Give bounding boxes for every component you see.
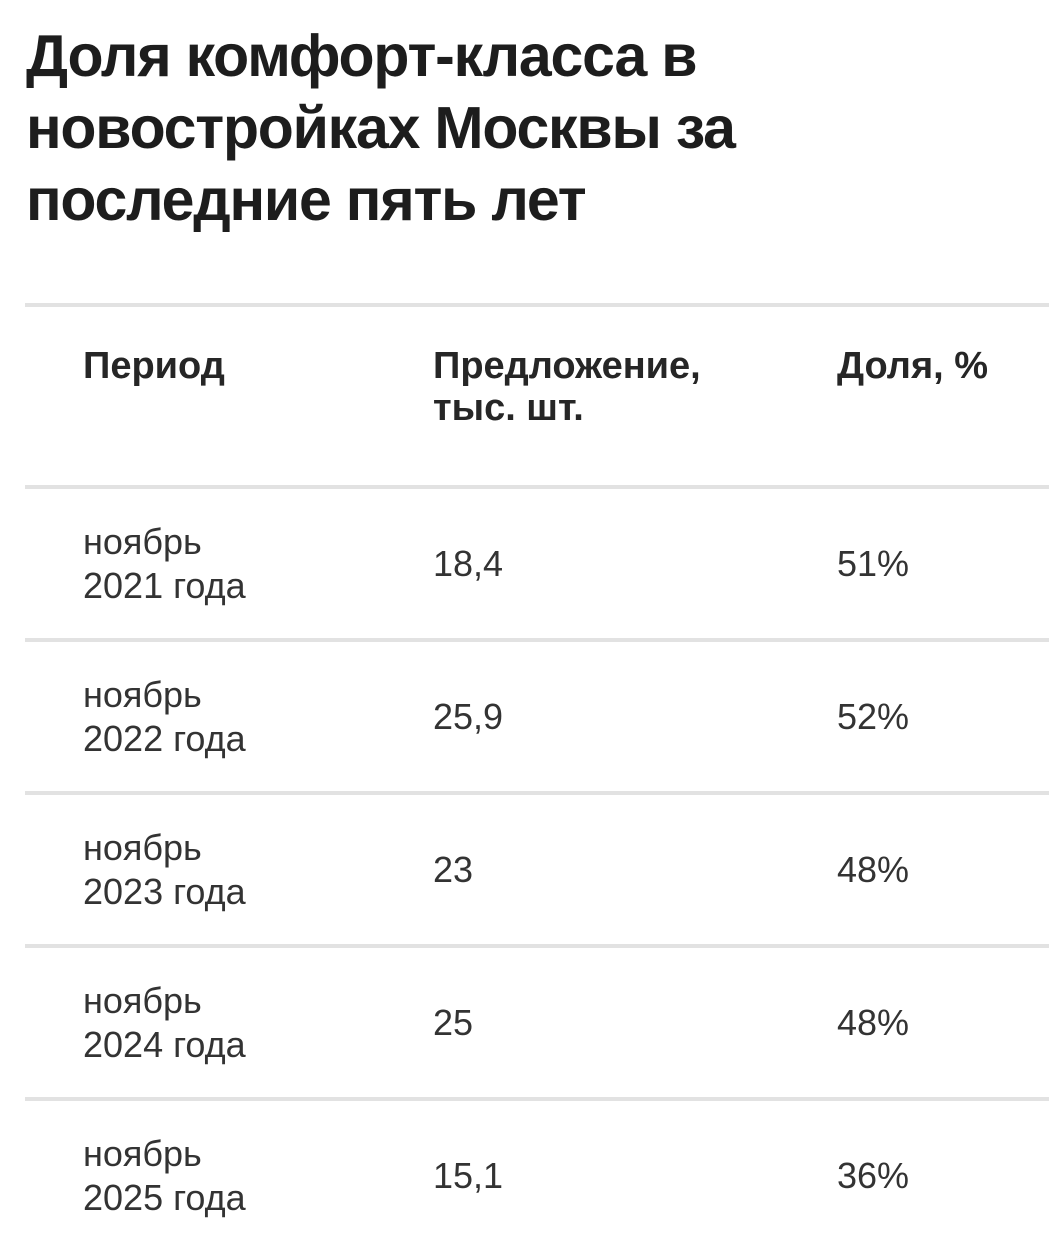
page-title-line-3: последние пять лет	[26, 167, 587, 233]
cell-share: 51%	[837, 542, 910, 584]
cell-supply: 15,1	[433, 1154, 504, 1196]
header-cell-period: Период	[83, 345, 225, 387]
header-cell-supply-line-2: тыс. шт.	[433, 387, 584, 429]
cell-period: ноябрь 2022 года	[25, 673, 433, 761]
cell-period-month: ноябрь	[83, 520, 202, 562]
header-cell-supply-line-1: Предложение,	[433, 345, 701, 387]
cell-supply: 25	[433, 1001, 474, 1043]
cell-period-year: 2021 года	[83, 564, 246, 606]
cell-period-month: ноябрь	[83, 1132, 202, 1174]
cell-period: ноябрь 2025 года	[25, 1132, 433, 1220]
table-row: ноябрь 2023 года 23 48%	[25, 791, 1049, 944]
cell-share: 48%	[837, 848, 910, 890]
cell-period: ноябрь 2023 года	[25, 826, 433, 914]
cell-period-year: 2023 года	[83, 870, 246, 912]
cell-period-month: ноябрь	[83, 673, 202, 715]
cell-share: 48%	[837, 1001, 910, 1043]
table-row: ноябрь 2024 года 25 48%	[25, 944, 1049, 1097]
page-title-line-1: Доля комфорт-класса в	[26, 23, 698, 89]
cell-share: 52%	[837, 695, 910, 737]
cell-period-month: ноябрь	[83, 979, 202, 1021]
cell-period: ноябрь 2024 года	[25, 979, 433, 1067]
page-title: Доля комфорт-класса в новостройках Москв…	[26, 20, 1009, 236]
header-cell-supply: Предложение, тыс. шт.	[433, 345, 837, 485]
table-row: ноябрь 2025 года 15,1 36%	[25, 1097, 1049, 1250]
data-table: Период Предложение, тыс. шт. Доля, % ноя…	[25, 303, 1049, 1250]
cell-period-year: 2024 года	[83, 1023, 246, 1065]
header-cell-share: Доля, %	[837, 345, 989, 387]
cell-period-year: 2025 года	[83, 1176, 246, 1218]
cell-share: 36%	[837, 1154, 910, 1196]
page-title-line-2: новостройках Москвы за	[26, 95, 736, 161]
cell-supply: 18,4	[433, 542, 504, 584]
cell-period-month: ноябрь	[83, 826, 202, 868]
cell-period-year: 2022 года	[83, 717, 246, 759]
table-row: ноябрь 2021 года 18,4 51%	[25, 485, 1049, 638]
cell-supply: 25,9	[433, 695, 504, 737]
cell-period: ноябрь 2021 года	[25, 520, 433, 608]
table-row: ноябрь 2022 года 25,9 52%	[25, 638, 1049, 791]
table-header-row: Период Предложение, тыс. шт. Доля, %	[25, 303, 1049, 485]
cell-supply: 23	[433, 848, 474, 890]
